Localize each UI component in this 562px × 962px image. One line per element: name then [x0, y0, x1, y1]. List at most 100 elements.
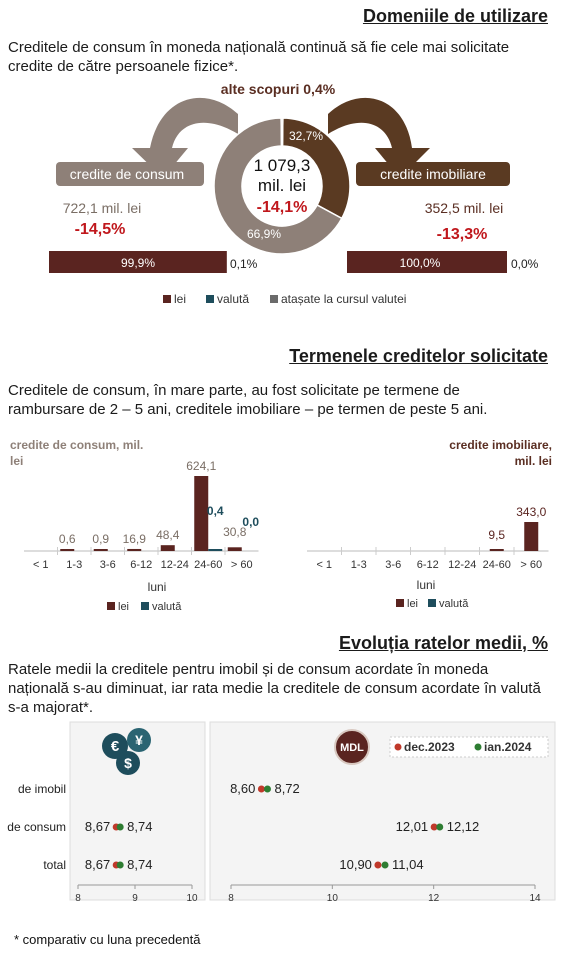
mdl-badge-icon [334, 729, 370, 765]
tick-label: < 1 [316, 559, 332, 571]
imobil-bar-chart-title: credite imobiliare, mil. lei [449, 438, 552, 468]
bar-lei-5 [194, 476, 209, 551]
x-tick-label: 12 [428, 893, 440, 904]
svg-text:€: € [111, 738, 120, 755]
dot-dec-de-imobil [257, 785, 265, 793]
dot-dec-label: 8,67 [85, 857, 110, 872]
imobil-change: -13,3% [437, 226, 488, 243]
usage-infographic: 1 079,3 mil. lei -14,1% alte scopuri 0,4… [49, 81, 539, 306]
tick-label: 24-60 [483, 559, 511, 571]
bar-value-label: 9,5 [488, 528, 505, 542]
dot-dec-label: 8,67 [85, 819, 110, 834]
legend-dec-marker [394, 743, 402, 751]
tick-label: 6-12 [130, 559, 152, 571]
x-tick-label: 10 [186, 893, 198, 904]
bar-lei-4 [160, 545, 175, 551]
consum-change: -14,5% [75, 221, 126, 238]
legend-atasate-label: atașate la cursul valutei [281, 292, 406, 306]
bar-lei-6 [227, 547, 242, 551]
terms-consum-legend-valuta: valută [152, 601, 182, 613]
terms-charts: < 1 1-3 0,6 3-6 0,9 6-12 16,9 12-24 48,4 24-60 624… [24, 459, 549, 613]
bar-value-label: 0,4 [207, 504, 224, 518]
legend-ian-label: ian.2024 [484, 740, 532, 754]
imobil-xlabel: luni [417, 578, 436, 592]
tick-label: 3-6 [100, 559, 116, 571]
imobil-tag [356, 162, 510, 186]
donut-chart [213, 117, 351, 255]
legend-valuta-label: valută [217, 292, 249, 306]
bar-lei-2 [93, 549, 108, 551]
consum-bar-rest-label: 0,1% [230, 257, 258, 271]
dot-dec-label: 10,90 [339, 857, 372, 872]
donut-slice-2 [280, 117, 284, 147]
tick-label: > 60 [231, 559, 253, 571]
section-title-terms: Termenele creditelor solicitate [289, 346, 548, 366]
legend-lei-swatch [163, 295, 171, 303]
dot-ian-label: 8,72 [274, 781, 299, 796]
tick-label: 1-3 [351, 559, 367, 571]
bar-value-label: 0,9 [92, 532, 109, 546]
terms-consum-legend-valuta-swatch [141, 602, 149, 610]
tick-label: 24-60 [194, 559, 222, 571]
arrow-left-icon [132, 97, 238, 178]
mdl-badge-label: MDL [340, 742, 364, 754]
category-de-imobil: de imobil [18, 782, 66, 796]
rates-charts: € ¥ $ MDL dec.2023 ian.2024 de imobil de… [7, 721, 556, 904]
tick-label: 12-24 [161, 559, 189, 571]
rates-intro: Ratele medii la creditele pentru imobil … [8, 661, 541, 716]
dot-dec-total [374, 861, 382, 869]
footnote: * comparativ cu luna precedentă [14, 932, 201, 947]
bar-lei-5 [489, 549, 504, 551]
other-purposes-label: alte scopuri 0,4% [221, 81, 336, 97]
rates-legend [389, 736, 549, 758]
bar-value-label: 343,0 [516, 505, 546, 519]
dot-ian-total [381, 861, 389, 869]
bar-value-label: 16,9 [123, 532, 147, 546]
legend-atasate-swatch [270, 295, 278, 303]
imobil-tag-label: credite imobiliare [380, 166, 486, 182]
terms-intro: Creditele de consum, în mare parte, au f… [8, 382, 488, 418]
slice-label-imobil: 32,7% [289, 129, 323, 143]
usage-intro: Creditele de consum în moneda națională … [8, 39, 510, 75]
imobil-terms-bars: < 1 1-3 3-6 6-12 12-24 24-60 9,5 > 60 343,0 [307, 505, 549, 571]
bar-value-label: 30,8 [223, 525, 247, 539]
dot-ian-de-imobil [263, 785, 271, 793]
terms-consum-legend-lei-swatch [107, 602, 115, 610]
svg-text:$: $ [124, 755, 132, 771]
tick-label: 1-3 [66, 559, 82, 571]
donut-slice-0 [281, 117, 351, 220]
donut-center-unit: mil. lei [258, 176, 306, 195]
x-tick-label: 10 [327, 893, 339, 904]
tick-label: 3-6 [385, 559, 401, 571]
donut-center-value: 1 079,3 [254, 156, 311, 175]
consum-terms-bars: < 1 1-3 0,6 3-6 0,9 6-12 16,9 12-24 48,4 24-60 624… [24, 459, 259, 571]
x-tick-label: 14 [529, 893, 541, 904]
category-total: total [43, 858, 66, 872]
terms-imobil-legend-lei-swatch [396, 599, 404, 607]
donut-slice-1 [213, 117, 343, 255]
dot-ian-de-consum [436, 823, 444, 831]
legend-lei-label: lei [174, 292, 186, 306]
terms-imobil-legend-lei: lei [407, 598, 418, 610]
bar-valută-5 [208, 549, 223, 551]
slice-label-consum: 66,9% [247, 227, 281, 241]
x-tick-label: 9 [132, 893, 138, 904]
consum-tag-label: credite de consum [70, 166, 184, 182]
x-tick-label: 8 [228, 893, 234, 904]
consum-xlabel: luni [148, 580, 167, 594]
bar-lei-1 [60, 549, 75, 551]
dot-dec-de-consum [430, 823, 438, 831]
dot-ian-label: 8,74 [127, 857, 152, 872]
bar-lei-3 [127, 548, 142, 551]
consum-bar-label: 99,9% [121, 256, 155, 270]
dot-ian-de-consum [116, 823, 124, 831]
terms-imobil-legend-valuta: valută [439, 598, 469, 610]
tick-label: 12-24 [448, 559, 476, 571]
consum-tag [56, 162, 204, 186]
svg-text:¥: ¥ [135, 732, 143, 748]
imobil-lei-bar [347, 251, 507, 273]
tick-label: > 60 [520, 559, 542, 571]
imobil-bar-rest-label: 0,0% [511, 257, 539, 271]
consum-lei-bar [49, 251, 227, 273]
terms-consum-legend-lei: lei [118, 601, 129, 613]
